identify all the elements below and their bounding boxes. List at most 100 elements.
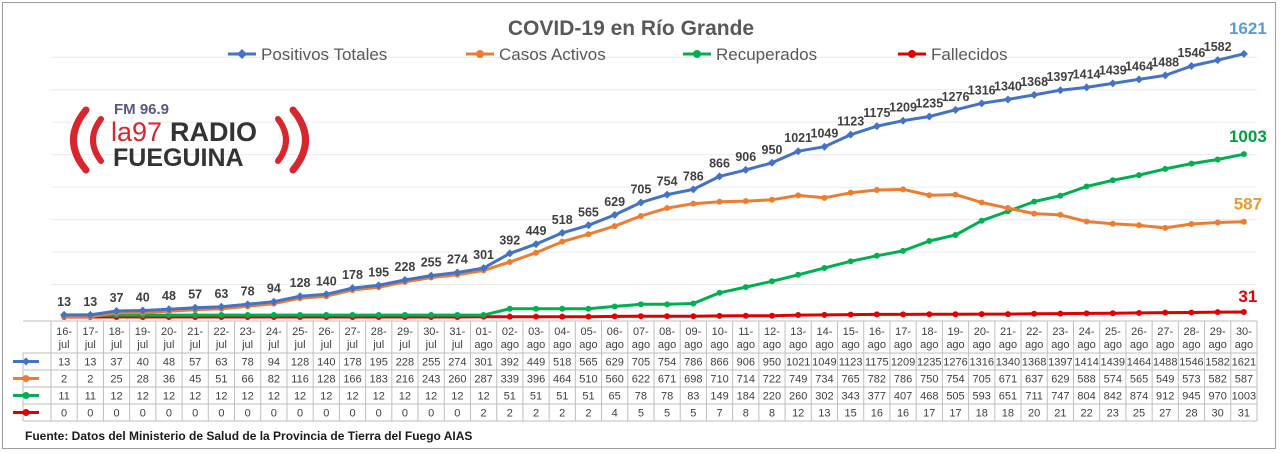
x-tick-label-month: ago: [946, 339, 964, 351]
data-label: 906: [735, 150, 756, 164]
x-tick-label-day: 06-: [607, 326, 623, 338]
data-point: [375, 312, 382, 319]
table-cell: 722: [763, 374, 781, 386]
legend-label: Fallecidos: [931, 45, 1008, 64]
legend-label: Casos Activos: [499, 45, 606, 64]
table-cell: 11: [85, 391, 96, 403]
x-tick-label-month: jul: [136, 339, 148, 351]
data-point: [1109, 220, 1116, 227]
data-label: 1276: [942, 90, 970, 104]
table-cell: 786: [894, 374, 912, 386]
x-tick-label-month: ago: [553, 339, 571, 351]
table-cell: 1546: [1179, 357, 1203, 369]
table-cell: 8: [743, 408, 749, 420]
legend: Positivos Totales Casos Activos Recuperado…: [228, 45, 1008, 64]
table-cell: 582: [1208, 374, 1226, 386]
x-tick-label-month: jul: [294, 339, 306, 351]
data-label: 255: [421, 256, 442, 270]
data-point: [374, 281, 383, 290]
x-tick-label-month: jul: [189, 339, 201, 351]
data-label: 1397: [1046, 70, 1074, 84]
data-label: 94: [267, 282, 281, 296]
table-cell: 1414: [1074, 357, 1098, 369]
x-tick-label-day: 19-: [135, 326, 151, 338]
data-point: [506, 258, 513, 265]
x-tick-label-month: ago: [999, 339, 1017, 351]
data-point: [690, 313, 697, 320]
x-tick-label-month: ago: [1025, 339, 1043, 351]
table-cell: 565: [1130, 374, 1148, 386]
data-point: [1162, 309, 1169, 316]
series-layer: [60, 49, 1248, 320]
legend-marker: [237, 49, 247, 59]
table-cell: 782: [868, 374, 886, 386]
series-line: [64, 152, 1245, 317]
data-point: [768, 278, 775, 285]
x-tick-label-day: 12-: [764, 326, 780, 338]
data-point: [1214, 156, 1221, 163]
grid-lines: [51, 56, 1257, 286]
table-cell: 274: [448, 357, 466, 369]
table-cell: 51: [504, 391, 516, 403]
data-point: [269, 297, 278, 306]
data-point: [664, 205, 671, 212]
data-label: 754: [657, 175, 678, 189]
table-key-marker: [22, 392, 30, 399]
table-cell: 28: [137, 374, 149, 386]
table-cell: 0: [87, 408, 93, 420]
x-tick-label-month: ago: [815, 339, 833, 351]
table-cell: 51: [215, 374, 227, 386]
data-point: [1188, 160, 1195, 167]
logo-wave-right-inner: [275, 116, 289, 164]
data-point: [689, 185, 698, 194]
table-cell: 1582: [1205, 357, 1229, 369]
table-cell: 12: [451, 391, 463, 403]
data-point: [1214, 219, 1221, 226]
x-tick-label-month: ago: [841, 339, 859, 351]
logo-radio: RADIO: [170, 117, 257, 147]
table-cell: 5: [638, 408, 644, 420]
table-cell: 82: [268, 374, 280, 386]
table-cell: 0: [218, 408, 224, 420]
x-tick-label-month: jul: [110, 339, 122, 351]
x-tick-label-month: ago: [658, 339, 676, 351]
series-line: [64, 52, 1245, 317]
data-point: [559, 305, 566, 312]
data-label: 63: [214, 287, 228, 301]
data-point: [1004, 205, 1011, 212]
table-cell: 749: [789, 374, 807, 386]
x-tick-label-month: ago: [1208, 339, 1226, 351]
table-cell: 407: [894, 391, 912, 403]
x-tick-label-day: 20-: [161, 326, 177, 338]
table-cell: 48: [163, 357, 175, 369]
data-point: [1031, 198, 1038, 205]
series-line: [64, 310, 1244, 319]
table-cell: 0: [61, 408, 67, 420]
data-label: 13: [83, 295, 97, 309]
table-cell: 25: [110, 374, 122, 386]
x-tick-label-month: jul: [267, 339, 279, 351]
table-cell: 37: [110, 357, 122, 369]
legend-marker: [693, 50, 701, 58]
data-point: [506, 313, 513, 320]
data-point: [559, 313, 566, 320]
data-point: [978, 217, 985, 224]
x-tick-label-month: ago: [1104, 339, 1122, 351]
table-cell: 518: [553, 357, 571, 369]
data-label: 1368: [1020, 75, 1048, 89]
data-point: [637, 213, 644, 220]
table-cell: 94: [268, 357, 280, 369]
data-label: 1340: [994, 79, 1022, 93]
table-cell: 874: [1130, 391, 1148, 403]
data-label: 13: [57, 295, 71, 309]
table-cell: 1439: [1101, 357, 1125, 369]
table-cell: 12: [320, 391, 332, 403]
table-cell: 912: [1156, 391, 1174, 403]
table-cell: 83: [687, 391, 699, 403]
table-cell: 549: [1156, 374, 1174, 386]
table-cell: 1003: [1232, 391, 1256, 403]
table-cell: 128: [291, 357, 309, 369]
end-label: 1621: [1229, 19, 1267, 38]
x-tick-label-month: jul: [241, 339, 253, 351]
table-cell: 255: [422, 357, 440, 369]
